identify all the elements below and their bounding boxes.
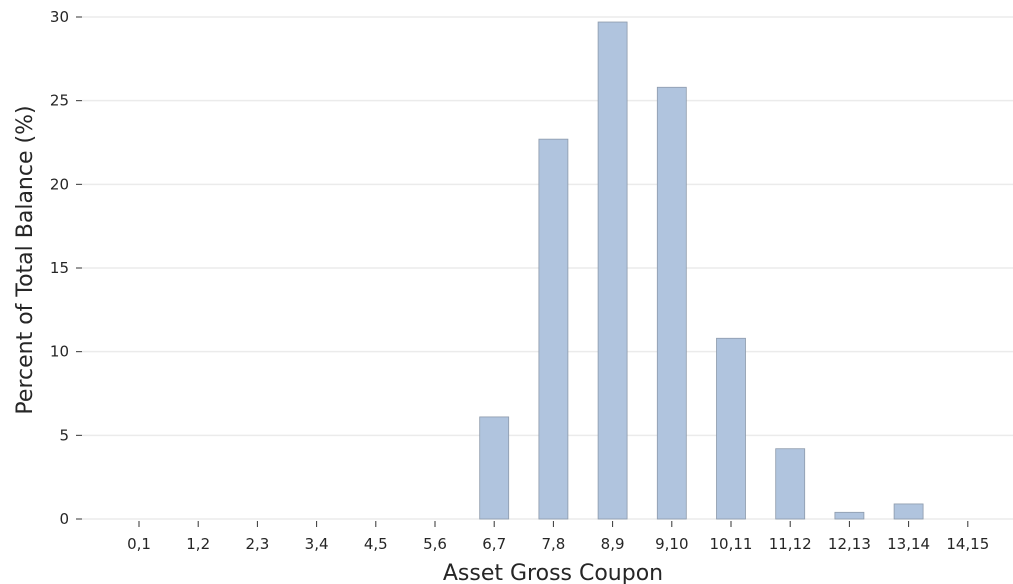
y-tick-label: 0	[59, 510, 69, 528]
bars	[479, 21, 924, 520]
x-tick-label: 9,10	[655, 535, 688, 553]
bar-9-10	[656, 86, 687, 520]
bar-8-9	[597, 21, 628, 520]
y-tick-label: 10	[50, 343, 69, 361]
x-tick-label: 12,13	[828, 535, 871, 553]
x-tick-label: 6,7	[482, 535, 506, 553]
y-axis-title: Percent of Total Balance (%)	[13, 105, 38, 414]
x-tick-label: 14,15	[946, 535, 989, 553]
bar-11-12	[775, 448, 806, 520]
bar-6-7	[479, 416, 510, 520]
y-tick-label: 30	[50, 8, 69, 26]
y-tick-label: 20	[50, 175, 69, 193]
x-tick-label: 11,12	[769, 535, 812, 553]
bar-13-14	[893, 503, 924, 520]
x-tick-label: 13,14	[887, 535, 930, 553]
x-tick-label: 3,4	[305, 535, 329, 553]
y-axis-ticks: 0 5 10 15 20 25 30	[50, 8, 82, 528]
x-axis-title: Asset Gross Coupon	[443, 561, 663, 584]
y-tick-label: 5	[59, 426, 69, 444]
x-tick-label: 0,1	[127, 535, 151, 553]
x-tick-label: 10,11	[710, 535, 753, 553]
x-tick-label: 4,5	[364, 535, 388, 553]
x-tick-label: 5,6	[423, 535, 447, 553]
bar-10-11	[716, 337, 746, 520]
x-tick-label: 7,8	[541, 535, 565, 553]
x-tick-label: 1,2	[186, 535, 210, 553]
bar-7-8	[538, 138, 569, 520]
x-tick-label: 2,3	[245, 535, 269, 553]
x-axis-ticks: 0,1 1,2 2,3 3,4 4,5 5,6 6,7 7,8 8,9 9,10 10,11 11,1…	[127, 521, 989, 553]
y-tick-label: 25	[50, 92, 69, 110]
y-tick-label: 15	[50, 259, 69, 277]
x-tick-label: 8,9	[601, 535, 625, 553]
bar-12-13	[834, 511, 865, 520]
